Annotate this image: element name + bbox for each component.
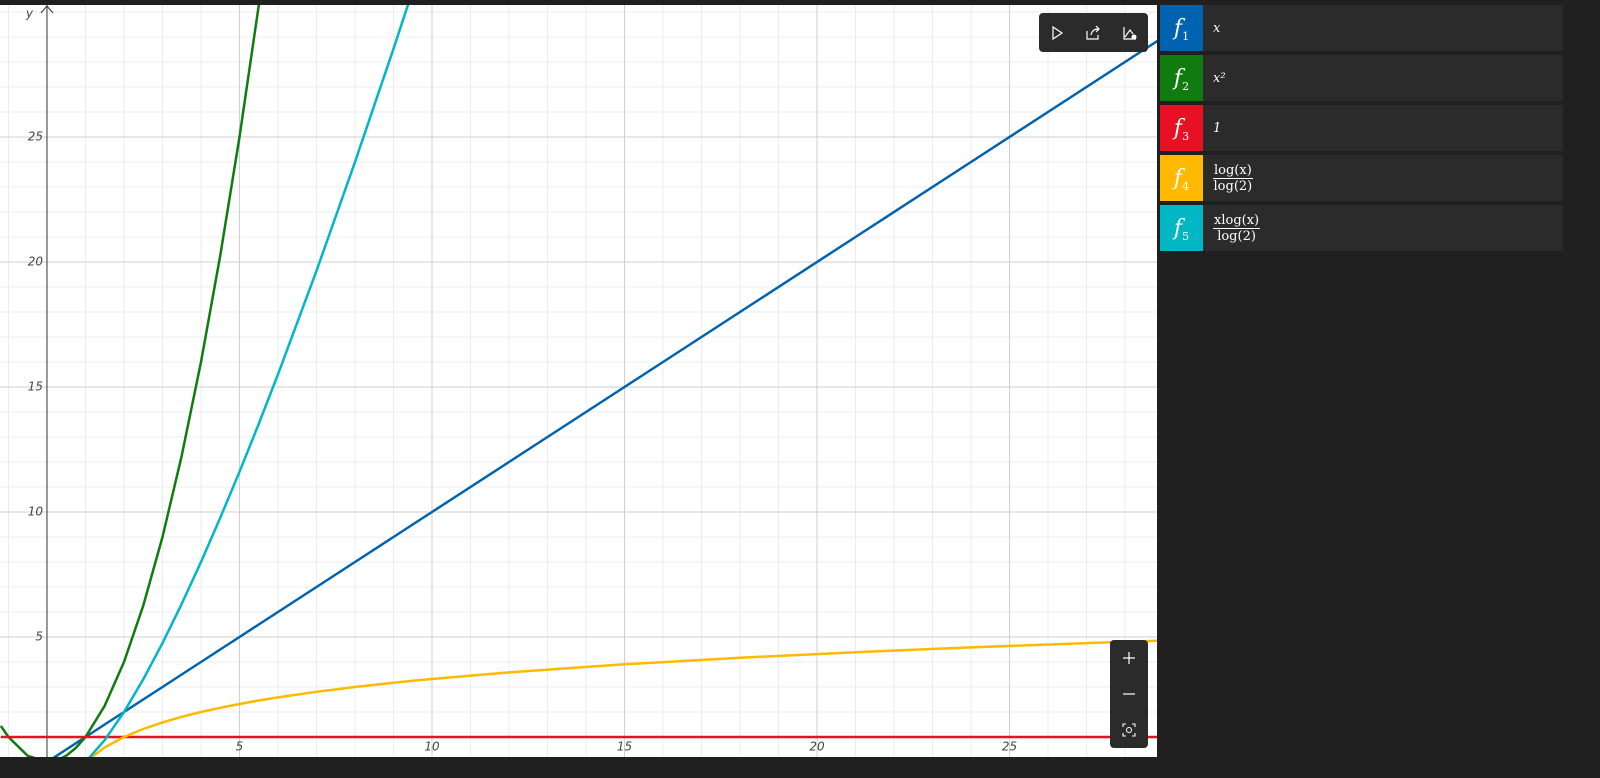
x-tick-label: 25 bbox=[1002, 740, 1017, 754]
y-tick-label: 15 bbox=[28, 380, 43, 394]
zoom-out-button[interactable] bbox=[1114, 679, 1144, 709]
x-tick-label: 15 bbox=[617, 740, 632, 754]
function-item[interactable]: f 2 x² bbox=[1160, 55, 1563, 101]
y-tick-label: 20 bbox=[28, 255, 44, 269]
function-expression: x² bbox=[1213, 71, 1226, 86]
function-item[interactable]: f 5 xlog(x) log(2) bbox=[1160, 205, 1563, 251]
y-axis-label: y bbox=[25, 7, 34, 21]
options-icon bbox=[1123, 26, 1137, 40]
expression-text: x bbox=[1213, 20, 1221, 36]
expression-text: x² bbox=[1213, 70, 1226, 86]
y-tick-label: 5 bbox=[35, 630, 43, 644]
reset-view-button[interactable] bbox=[1114, 715, 1144, 745]
y-axis-arrow bbox=[40, 5, 54, 14]
grid bbox=[0, 5, 1157, 757]
function-list: f 1 x f 2 x² f 3 1 f 4 log(x) log(2) f 5 xlog(x) log(2) bbox=[1160, 5, 1563, 255]
function-expression: log(x) log(2) bbox=[1213, 163, 1253, 194]
denominator: log(2) bbox=[1217, 228, 1256, 244]
trace-icon bbox=[1052, 25, 1064, 40]
x-tick-label: 5 bbox=[236, 740, 244, 754]
denominator: log(2) bbox=[1213, 178, 1253, 194]
zoom-in-button[interactable] bbox=[1114, 643, 1144, 673]
function-expression: 1 bbox=[1213, 121, 1221, 136]
minus-icon bbox=[1123, 693, 1135, 695]
reset-icon bbox=[1122, 723, 1136, 737]
function-index: 5 bbox=[1182, 229, 1190, 243]
function-expression: xlog(x) log(2) bbox=[1213, 212, 1261, 244]
graph[interactable]: y 5 10 15 20 25 5 10 15 20 25 bbox=[0, 5, 1157, 757]
function-index: 4 bbox=[1182, 179, 1190, 193]
function-expression: x bbox=[1213, 21, 1220, 36]
numerator: xlog(x) bbox=[1213, 212, 1261, 229]
function-index: 3 bbox=[1182, 129, 1190, 143]
zoom-controls bbox=[1110, 640, 1148, 748]
function-index: 1 bbox=[1182, 29, 1190, 43]
fraction: xlog(x) log(2) bbox=[1213, 212, 1261, 244]
function-name: f bbox=[1173, 215, 1183, 241]
y-tick-label: 10 bbox=[28, 505, 44, 519]
function-curve bbox=[52, 39, 1157, 757]
numerator: log(x) bbox=[1213, 162, 1253, 179]
function-name: f bbox=[1173, 165, 1183, 191]
expression-text: 1 bbox=[1213, 120, 1222, 136]
function-name: f bbox=[1173, 65, 1183, 91]
fraction: log(x) log(2) bbox=[1213, 163, 1253, 194]
y-tick-label: 25 bbox=[28, 130, 43, 144]
function-index: 2 bbox=[1182, 79, 1190, 93]
function-item[interactable]: f 4 log(x) log(2) bbox=[1160, 155, 1563, 201]
graph-options-button[interactable] bbox=[1115, 18, 1145, 48]
share-icon bbox=[1086, 25, 1101, 40]
function-curve bbox=[88, 5, 410, 757]
x-tick-label: 10 bbox=[424, 740, 440, 754]
curves bbox=[0, 5, 1157, 757]
x-tick-label: 20 bbox=[809, 740, 825, 754]
function-name: f bbox=[1173, 15, 1183, 41]
graph-toolbar bbox=[1039, 13, 1148, 52]
share-button[interactable] bbox=[1078, 18, 1108, 48]
function-curve bbox=[90, 639, 1157, 757]
plus-icon bbox=[1123, 652, 1135, 664]
title-strip bbox=[0, 0, 1157, 5]
trace-button[interactable] bbox=[1042, 18, 1072, 48]
function-curve bbox=[0, 5, 261, 757]
function-name: f bbox=[1173, 115, 1183, 141]
